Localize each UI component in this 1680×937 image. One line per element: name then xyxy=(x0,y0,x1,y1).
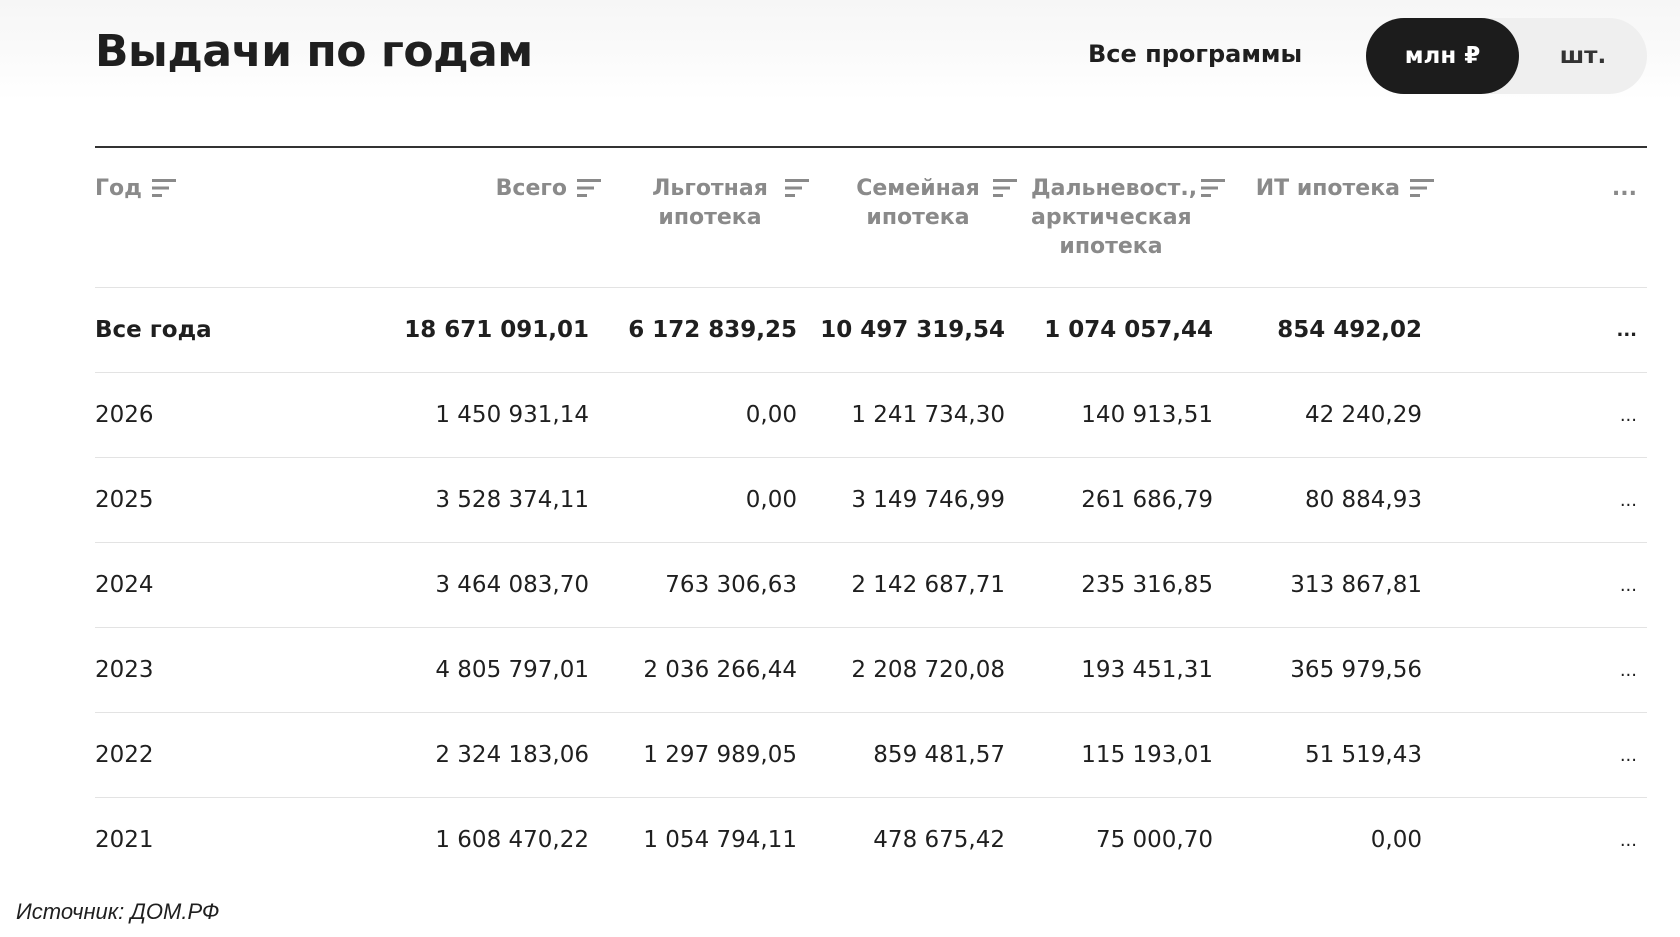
cell: 42 240,29 xyxy=(1304,402,1422,428)
cell: 854 492,02 xyxy=(1277,317,1422,343)
cell: 115 193,01 xyxy=(1081,742,1213,768)
cell: 1 450 931,14 xyxy=(435,402,589,428)
cell: 140 913,51 xyxy=(1081,402,1213,428)
cell: 3 149 746,99 xyxy=(851,487,1005,513)
cell: 75 000,70 xyxy=(1095,827,1213,853)
more-button[interactable]: ... xyxy=(1619,659,1637,681)
cell: 80 884,93 xyxy=(1304,487,1422,513)
cell: 261 686,79 xyxy=(1081,487,1213,513)
more-button[interactable]: ... xyxy=(1619,744,1637,766)
cell: 2026 xyxy=(95,402,154,428)
sort-icon xyxy=(785,179,809,197)
cell: 2 324 183,06 xyxy=(435,742,589,768)
table-row: 2022 2 324 183,06 1 297 989,05 859 481,57 11… xyxy=(95,713,1647,798)
cell: 3 464 083,70 xyxy=(435,572,589,598)
sort-icon xyxy=(577,179,601,197)
cell: 2025 xyxy=(95,487,154,513)
cell: 0,00 xyxy=(745,402,797,428)
cell: 10 497 319,54 xyxy=(820,317,1005,343)
more-button[interactable]: ... xyxy=(1616,319,1637,341)
cell: 1 241 734,30 xyxy=(851,402,1005,428)
sort-icon xyxy=(151,179,176,197)
more-button[interactable]: ... xyxy=(1619,489,1637,511)
column-title: Год xyxy=(95,176,142,201)
cell: 1 074 057,44 xyxy=(1044,317,1213,343)
cell: 18 671 091,01 xyxy=(404,317,589,343)
more-button[interactable]: ... xyxy=(1619,404,1637,426)
cell: 763 306,63 xyxy=(665,572,797,598)
cell: 235 316,85 xyxy=(1081,572,1213,598)
cell: 0,00 xyxy=(745,487,797,513)
column-header[interactable]: Льготная ипотека xyxy=(589,148,809,287)
more-button[interactable]: ... xyxy=(1619,829,1637,851)
title: Выдачи по годам xyxy=(95,26,533,77)
table-row: 2026 1 450 931,14 0,00 1 241 734,30 140 913,… xyxy=(95,373,1647,458)
column-title: Льготная ипотека xyxy=(652,176,768,230)
cell: 1 054 794,11 xyxy=(643,827,797,853)
cell: 2 208 720,08 xyxy=(851,657,1005,683)
table-row: Все года 18 671 091,01 6 172 839,25 10 497 … xyxy=(95,288,1647,373)
sort-icon xyxy=(993,179,1017,197)
column-title: Дальневост., арктическая ипотека xyxy=(1031,176,1198,259)
cell: 859 481,57 xyxy=(873,742,1005,768)
column-header[interactable]: Семейная ипотека xyxy=(797,148,1017,287)
cell: 2022 xyxy=(95,742,154,768)
cell: 2 142 687,71 xyxy=(851,572,1005,598)
column-header[interactable]: Дальневост., арктическая ипотека xyxy=(1005,148,1225,287)
cell: 365 979,56 xyxy=(1290,657,1422,683)
cell: 478 675,42 xyxy=(873,827,1005,853)
column-header: ... xyxy=(1422,148,1647,287)
cell: 6 172 839,25 xyxy=(628,317,797,343)
program-filter[interactable]: Все программы xyxy=(1088,40,1303,68)
table-row: 2025 3 528 374,11 0,00 3 149 746,99 261 686,… xyxy=(95,458,1647,543)
cell: 1 297 989,05 xyxy=(643,742,797,768)
cell: 1 608 470,22 xyxy=(435,827,589,853)
toggle-option[interactable]: млн ₽ xyxy=(1366,18,1519,94)
column-title: Всего xyxy=(495,176,567,201)
cell: Все года xyxy=(95,317,212,343)
sort-icon xyxy=(1410,179,1434,197)
table-row: 2023 4 805 797,01 2 036 266,44 2 208 720,08… xyxy=(95,628,1647,713)
column-title: Семейная ипотека xyxy=(856,176,980,230)
cell: 2024 xyxy=(95,572,154,598)
column-title: ИТ ипотека xyxy=(1255,176,1400,201)
more-button[interactable]: ... xyxy=(1619,574,1637,596)
cell: 2021 xyxy=(95,827,154,853)
header-row: Год Всего Льготная ипотека Семейная ипотека… xyxy=(95,148,1647,288)
table-row: 2021 1 608 470,22 1 054 794,11 478 675,42 75… xyxy=(95,798,1647,882)
column-title: ... xyxy=(1611,176,1637,201)
table: Год Всего Льготная ипотека Семейная ипотека… xyxy=(95,146,1647,882)
sort-icon xyxy=(1201,179,1225,197)
toggle-option[interactable]: шт. xyxy=(1559,43,1607,69)
cell: 0,00 xyxy=(1370,827,1422,853)
column-header[interactable]: ИТ ипотека xyxy=(1213,148,1434,287)
cell: 2 036 266,44 xyxy=(643,657,797,683)
cell: 193 451,31 xyxy=(1081,657,1213,683)
cell: 2023 xyxy=(95,657,154,683)
table-row: 2024 3 464 083,70 763 306,63 2 142 687,71 23… xyxy=(95,543,1647,628)
cell: 51 519,43 xyxy=(1304,742,1422,768)
cell: 313 867,81 xyxy=(1290,572,1422,598)
cell: 4 805 797,01 xyxy=(435,657,589,683)
cell: 3 528 374,11 xyxy=(435,487,589,513)
source: Источник: ДОМ.РФ xyxy=(16,899,220,924)
column-header[interactable]: Год xyxy=(95,148,381,287)
unit-toggle: млн ₽ шт. xyxy=(1366,18,1647,94)
column-header[interactable]: Всего xyxy=(381,148,601,287)
